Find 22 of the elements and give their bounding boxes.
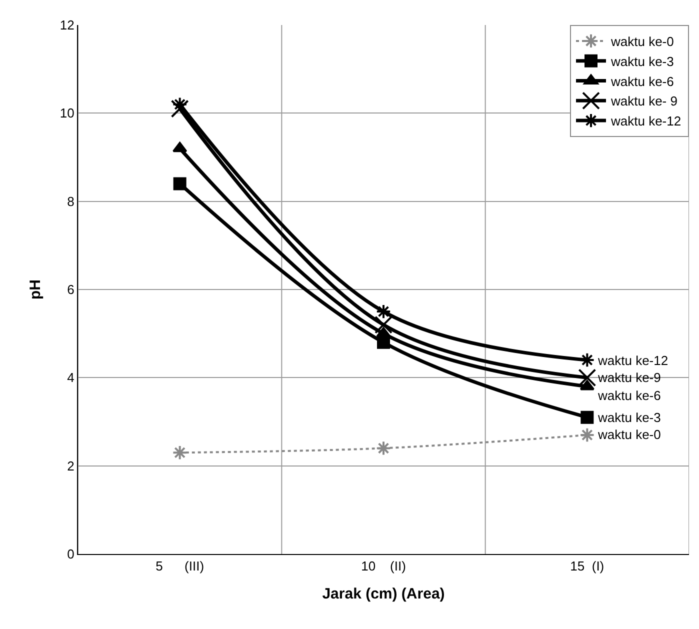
legend-label: waktu ke- 9 <box>610 94 678 109</box>
legend-label: waktu ke-3 <box>610 54 674 69</box>
x-axis-title: Jarak (cm) (Area) <box>322 586 445 603</box>
y-axis-title: pH <box>27 280 44 300</box>
legend-label: waktu ke-6 <box>610 74 674 89</box>
x-tick-label: 5 (III) <box>156 558 204 574</box>
y-tick-label: 4 <box>67 370 74 386</box>
annotation: waktu ke-9 <box>597 370 661 385</box>
x-tick-label: 10 (II) <box>361 558 406 574</box>
annotation: waktu ke-3 <box>597 410 661 425</box>
y-tick-label: 12 <box>60 18 74 33</box>
annotation: waktu ke-6 <box>597 388 661 403</box>
y-tick-label: 10 <box>60 106 74 121</box>
y-tick-label: 0 <box>67 546 74 562</box>
annotation: waktu ke-12 <box>597 353 668 368</box>
y-tick-label: 6 <box>67 282 74 298</box>
x-tick-label: 15 (I) <box>570 558 604 574</box>
legend-label: waktu ke-12 <box>610 114 682 129</box>
y-tick-label: 2 <box>67 458 74 474</box>
y-tick-label: 8 <box>67 194 74 209</box>
legend-label: waktu ke-0 <box>610 34 674 50</box>
annotation: waktu ke-0 <box>597 427 661 442</box>
